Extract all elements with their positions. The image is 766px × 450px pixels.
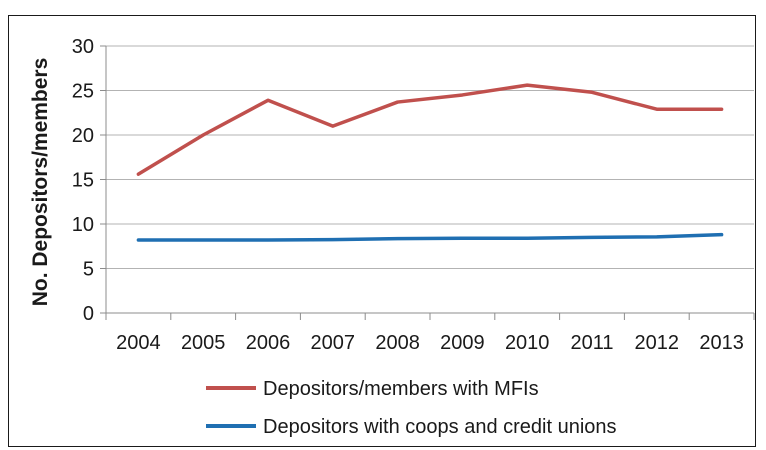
- x-tick-label: 2008: [375, 332, 420, 354]
- x-tick-label: 2004: [116, 332, 161, 354]
- x-tick-label: 2006: [246, 332, 291, 354]
- y-tick-label: 5: [83, 259, 94, 281]
- y-tick-label: 10: [72, 214, 94, 236]
- series-line-0: [138, 85, 721, 174]
- gridlines: [106, 46, 754, 269]
- series-line-1: [138, 235, 721, 240]
- y-axis-ticks: 0 5 10 15 20 25 30: [72, 36, 106, 325]
- legend-label-1: Depositors with coops and credit unions: [263, 416, 617, 438]
- x-axis-ticks: 2004 2005 2006 2007 2008 2009 2010 2011 2012 2013: [106, 313, 754, 354]
- x-tick-label: 2013: [699, 332, 744, 354]
- y-tick-label: 20: [72, 125, 94, 147]
- x-tick-label: 2012: [635, 332, 680, 354]
- y-tick-label: 15: [72, 170, 94, 192]
- series-lines: [138, 85, 721, 240]
- legend: Depositors/members with MFIs Depositors w…: [206, 378, 617, 438]
- x-tick-label: 2010: [505, 332, 550, 354]
- y-tick-label: 25: [72, 81, 94, 103]
- x-tick-label: 2009: [440, 332, 485, 354]
- x-tick-label: 2011: [570, 332, 613, 354]
- x-tick-label: 2005: [181, 332, 226, 354]
- legend-label-0: Depositors/members with MFIs: [263, 378, 539, 400]
- y-tick-label: 30: [72, 36, 94, 58]
- y-axis-label: No. Depositors/members: [29, 58, 52, 307]
- x-tick-label: 2007: [311, 332, 356, 354]
- y-tick-label: 0: [83, 303, 94, 325]
